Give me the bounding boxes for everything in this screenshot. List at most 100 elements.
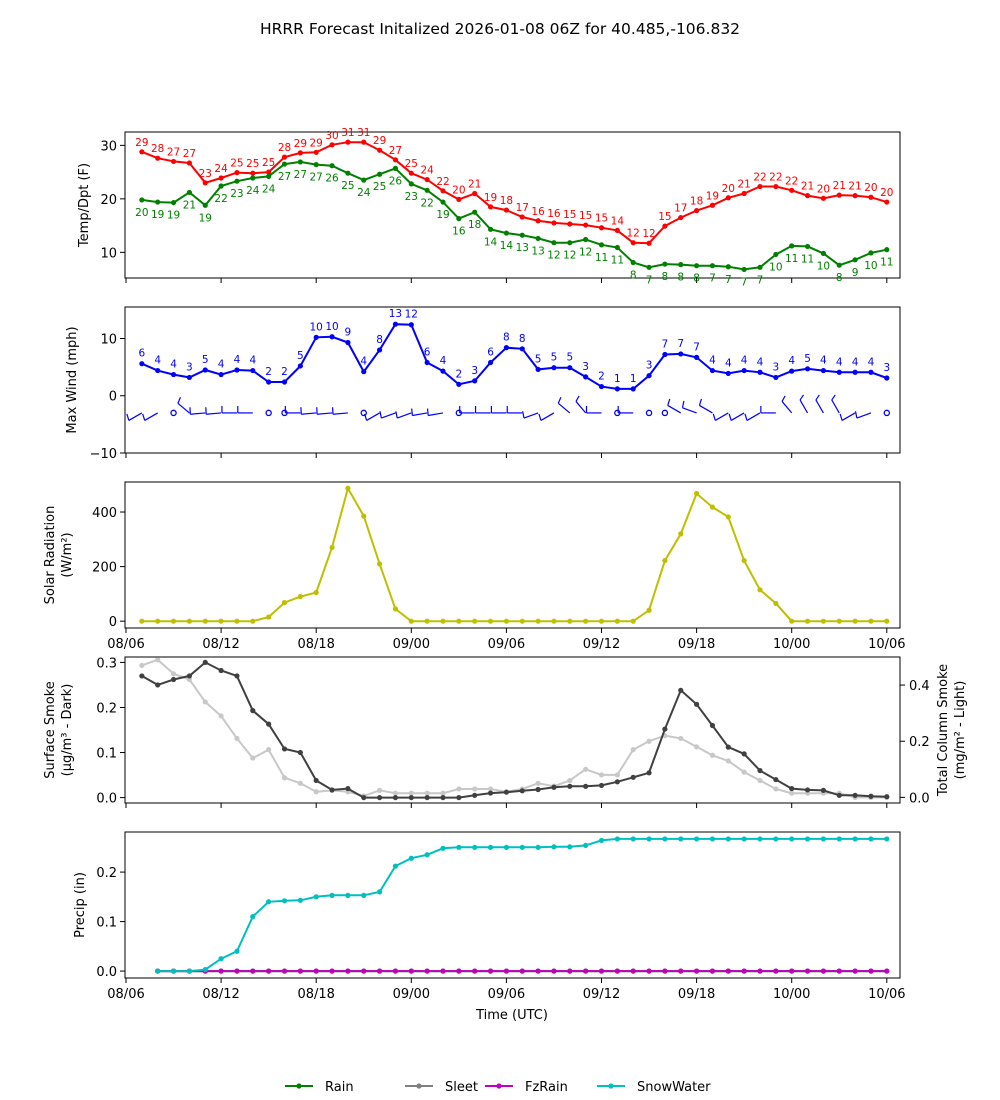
temperature-point [789,187,795,193]
max-wind-point [551,365,557,371]
temperature-data-label: 15 [563,209,576,221]
surface-smoke-point [741,751,747,757]
solar-radiation-point [313,589,319,596]
snowwater-point [804,836,811,842]
dewpoint-data-label: 27 [310,172,323,184]
dewpoint-point [424,187,430,193]
temperature-data-label: 19 [484,192,497,204]
solar-radiation-point [392,606,399,612]
snowwater-point [456,844,462,850]
dewpoint-data-label: 19 [167,210,180,222]
wind-barb [831,399,840,414]
snowwater-point [234,948,240,954]
dewpoint-data-label: 11 [785,253,798,265]
fzrain-point [852,968,858,974]
snowwater-point [773,836,779,842]
dewpoint-point [614,244,620,251]
wind-barb [144,412,158,421]
dewpoint-point [250,175,256,181]
dewpoint-point [583,236,589,243]
fzrain-point [392,968,399,974]
max-wind-data-label: 9 [345,326,352,338]
surface-smoke-point [186,673,192,679]
total-column-smoke-point [630,747,636,753]
total-column-smoke-point [741,769,747,775]
snowwater-point [519,844,525,850]
solar-radiation-point [456,618,462,624]
y-tick-label: 30 [100,139,117,154]
snowwater-point [741,836,747,842]
max-wind-data-label: 5 [202,354,209,366]
dewpoint-data-label: 8 [662,271,669,283]
solar-radiation-point [630,618,636,624]
y-axis-label: Temp/Dpt (F) [77,163,92,248]
temperature-data-label: 22 [753,172,766,184]
max-wind-point [281,379,288,385]
solar-radiation-point [773,600,779,607]
solar-radiation-point [472,618,478,624]
max-wind-data-label: 4 [440,355,447,367]
y-axis-label: Max Wind (mph) [65,326,80,433]
max-wind-point [202,367,208,373]
max-wind-point [804,366,811,372]
fzrain-point [868,968,874,974]
max-wind-point [313,334,319,340]
solar-radiation-point [725,514,731,520]
surface-smoke-point [789,785,795,792]
temperature-point [487,204,494,210]
dewpoint-data-label: 26 [325,173,339,185]
x-axis-label: Time (UTC) [475,1008,548,1023]
dewpoint-point [408,181,414,187]
max-wind-data-label: 13 [389,308,402,320]
fzrain-point [662,968,668,974]
surface-smoke-point [820,787,827,793]
total-column-smoke-point [281,775,288,781]
wind-barb [190,412,206,415]
solar-radiation-point [646,607,652,613]
surface-smoke-point [884,794,890,800]
dewpoint-point [329,163,335,169]
max-wind-data-label: 4 [852,356,859,368]
dewpoint-data-label: 19 [151,209,164,221]
y-tick-label: 0.3 [96,656,117,671]
max-wind-point [535,366,541,373]
dewpoint-data-label: 8 [677,272,684,284]
max-wind-data-label: 6 [487,347,494,359]
dewpoint-data-label: 7 [646,274,653,286]
dewpoint-point [709,263,716,269]
snowwater-point [678,836,684,842]
temperature-data-label: 27 [389,145,402,157]
fzrain-point [757,968,763,974]
dewpoint-point [503,230,509,236]
snowwater-point [408,855,414,861]
y-axis-label-line: (mg/m² - Light) [953,681,968,780]
total-column-smoke-point [678,735,684,742]
snowwater-point [392,863,399,869]
dewpoint-data-label: 23 [405,191,418,203]
fzrain-point [234,968,240,974]
surface-smoke-point [408,794,414,801]
temperature-point [773,183,779,190]
y-tick-label: 0 [109,615,117,630]
max-wind-point [456,381,462,387]
y-axis-label-line: Solar Radiation [43,506,58,605]
fzrain-point [487,968,494,974]
temperature-point [250,170,256,176]
max-wind-point [250,367,256,374]
surface-smoke-point [598,782,605,789]
snowwater-point [472,844,478,850]
surface-smoke-point [551,784,557,790]
fzrain-point [503,968,509,974]
temperature-data-label: 23 [199,168,212,180]
wind-barb [699,404,713,414]
y-tick-label-right: 0.0 [909,791,930,806]
dewpoint-point [377,171,383,177]
temperature-point [186,160,192,166]
total-column-smoke-point [313,789,319,795]
temperature-point [281,154,288,160]
surface-smoke-point [757,767,763,774]
solar-radiation-point [852,618,858,624]
surface-smoke-point [519,788,525,794]
fzrain-point [424,968,430,974]
